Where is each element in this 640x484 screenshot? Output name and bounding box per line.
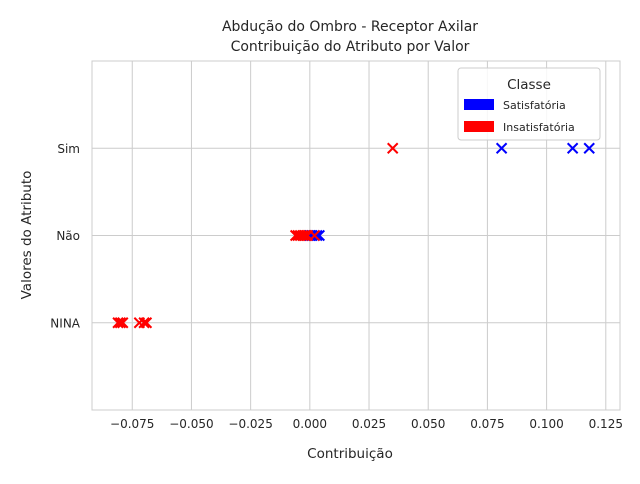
x-axis-label: Contribuição: [307, 446, 393, 462]
data-point: [112, 317, 124, 329]
legend-swatch-satisfatoria: [464, 99, 494, 110]
chart-title-line2: Contribuição do Atributo por Valor: [231, 39, 470, 55]
data-point: [138, 317, 150, 329]
legend-label-insatisfatoria: Insatisfatória: [503, 121, 575, 134]
data-point: [117, 317, 129, 329]
legend-title: Classe: [507, 77, 551, 93]
data-point: [140, 317, 153, 329]
data-point: [114, 317, 127, 329]
data-point: [495, 142, 508, 154]
data-point: [297, 229, 309, 242]
data-point: [311, 229, 323, 242]
legend-swatch-insatisfatoria: [464, 121, 494, 132]
data-point: [299, 229, 311, 242]
x-tick-label: −0.075: [110, 417, 154, 431]
legend-label-satisfatoria: Satisfatória: [503, 99, 566, 112]
data-point: [583, 142, 595, 154]
x-tick-label: −0.050: [169, 417, 213, 431]
y-tick-labels: NINA Não Sim: [50, 142, 80, 331]
x-tick-label: 0.100: [529, 417, 563, 431]
x-tick-labels: −0.075 −0.050 −0.025 0.000 0.025 0.050 0.075 0.…: [110, 417, 623, 431]
y-tick-label: Sim: [57, 142, 80, 156]
x-tick-label: −0.025: [228, 417, 272, 431]
chart-title-line1: Abdução do Ombro - Receptor Axilar: [222, 19, 478, 35]
marks-layer: [112, 142, 595, 329]
x-tick-label: 0.000: [293, 417, 327, 431]
data-point: [386, 142, 399, 154]
x-tick-label: 0.125: [589, 417, 623, 431]
data-point: [566, 142, 579, 154]
legend: Classe Satisfatória Insatisfatória: [457, 67, 601, 141]
grid-layer: [92, 61, 620, 410]
data-point: [313, 229, 326, 242]
y-tick-label: NINA: [50, 316, 80, 330]
x-tick-label: 0.025: [352, 417, 386, 431]
x-tick-label: 0.075: [470, 417, 504, 431]
data-point: [308, 229, 321, 242]
y-axis-label: Valores do Atributo: [19, 171, 35, 300]
x-tick-label: 0.050: [411, 417, 445, 431]
y-tick-label: Não: [56, 229, 80, 243]
